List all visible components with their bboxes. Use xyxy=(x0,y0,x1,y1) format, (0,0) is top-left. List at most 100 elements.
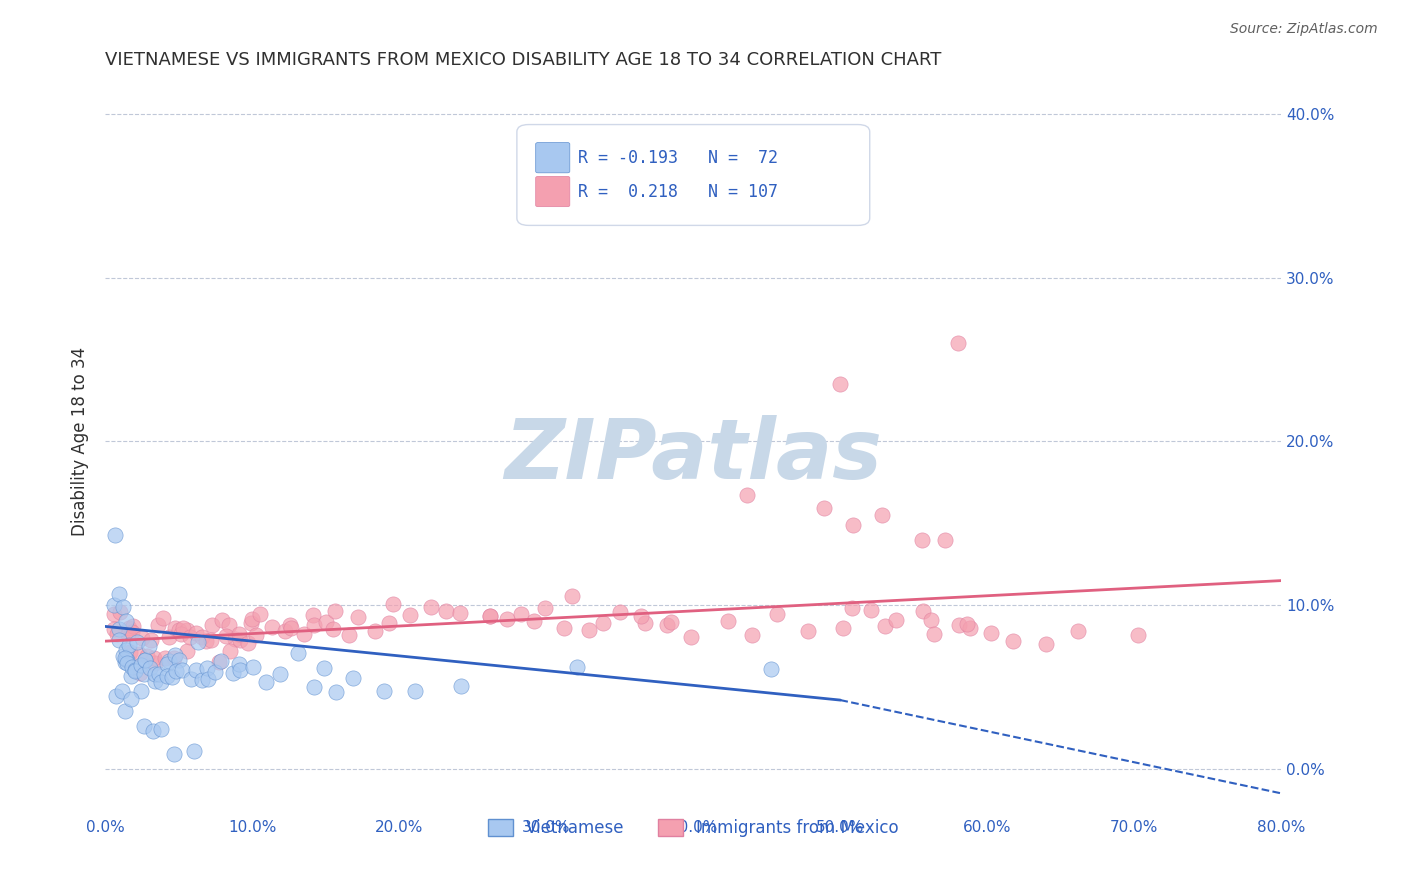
Point xyxy=(404,684,426,698)
Point xyxy=(184,625,207,640)
Point xyxy=(152,611,174,625)
Point xyxy=(681,630,703,644)
Point xyxy=(131,632,153,646)
Point xyxy=(278,617,301,632)
Point xyxy=(1035,637,1057,651)
Point xyxy=(191,673,214,688)
Point xyxy=(115,651,138,665)
Point xyxy=(832,621,855,635)
Point xyxy=(117,620,139,634)
Point xyxy=(187,635,209,649)
Point xyxy=(634,616,657,631)
Point xyxy=(813,501,835,516)
Point xyxy=(280,621,302,635)
Point xyxy=(765,607,787,621)
Point xyxy=(131,658,153,673)
Point xyxy=(322,622,344,636)
Point xyxy=(301,608,323,623)
Point xyxy=(103,599,125,613)
Point xyxy=(378,616,401,631)
Point xyxy=(287,646,309,660)
Point xyxy=(195,661,218,675)
Point xyxy=(143,656,166,670)
Text: 40.0%: 40.0% xyxy=(669,820,717,835)
Point xyxy=(169,653,191,667)
Point xyxy=(228,663,250,677)
Point xyxy=(240,615,263,630)
Point xyxy=(1002,634,1025,648)
Point xyxy=(176,644,198,658)
Point xyxy=(363,624,385,639)
Point xyxy=(304,617,326,632)
Point xyxy=(661,615,683,629)
Text: ZIPatlas: ZIPatlas xyxy=(505,416,882,496)
Point xyxy=(104,689,127,703)
Point xyxy=(337,627,360,641)
Point xyxy=(197,672,219,686)
Point xyxy=(959,621,981,635)
Point xyxy=(104,528,127,542)
Point xyxy=(153,651,176,665)
Point xyxy=(630,609,652,624)
Point xyxy=(128,647,150,661)
Point xyxy=(163,650,186,665)
Point xyxy=(859,603,882,617)
Point xyxy=(103,623,125,637)
Point xyxy=(201,618,224,632)
Point xyxy=(842,517,865,532)
Point xyxy=(274,624,297,639)
Point xyxy=(262,620,284,634)
Point xyxy=(122,619,145,633)
Point xyxy=(136,649,159,664)
Point xyxy=(1067,624,1090,639)
Point xyxy=(920,613,942,627)
Point xyxy=(1128,628,1150,642)
Point xyxy=(841,600,863,615)
Point xyxy=(156,668,179,682)
Point xyxy=(163,747,186,762)
FancyBboxPatch shape xyxy=(517,125,870,226)
Legend: Vietnamese, Immigrants from Mexico: Vietnamese, Immigrants from Mexico xyxy=(481,812,905,844)
Point xyxy=(138,639,160,653)
Point xyxy=(741,628,763,642)
Point xyxy=(172,621,194,635)
Point xyxy=(924,627,946,641)
Point xyxy=(346,610,368,624)
Point xyxy=(157,630,180,644)
Point xyxy=(269,667,291,681)
Point xyxy=(179,630,201,644)
Point xyxy=(121,660,143,674)
Text: 20.0%: 20.0% xyxy=(375,820,423,835)
Point xyxy=(553,621,575,635)
Point xyxy=(797,624,820,638)
Point xyxy=(111,684,134,698)
Text: VIETNAMESE VS IMMIGRANTS FROM MEXICO DISABILITY AGE 18 TO 34 CORRELATION CHART: VIETNAMESE VS IMMIGRANTS FROM MEXICO DIS… xyxy=(105,51,942,69)
Point xyxy=(398,607,420,622)
Point xyxy=(434,604,457,618)
Point xyxy=(111,648,134,663)
Text: 0.0%: 0.0% xyxy=(86,820,125,835)
Point xyxy=(873,619,896,633)
Point xyxy=(312,661,335,675)
Point xyxy=(118,645,141,659)
Text: 30.0%: 30.0% xyxy=(522,820,571,835)
Point xyxy=(609,605,631,619)
Point xyxy=(830,377,852,392)
Point xyxy=(108,633,131,648)
Text: 10.0%: 10.0% xyxy=(228,820,277,835)
Point xyxy=(111,599,134,614)
Point xyxy=(163,621,186,635)
Point xyxy=(159,654,181,668)
Point xyxy=(419,599,441,614)
Point xyxy=(143,673,166,688)
Point xyxy=(478,609,501,624)
Point xyxy=(218,618,240,632)
Point xyxy=(169,623,191,637)
Point xyxy=(325,604,347,618)
Point xyxy=(105,627,128,641)
Point xyxy=(115,614,138,628)
Point xyxy=(254,675,277,690)
Point xyxy=(870,508,893,523)
Point xyxy=(236,636,259,650)
Point xyxy=(592,616,614,631)
